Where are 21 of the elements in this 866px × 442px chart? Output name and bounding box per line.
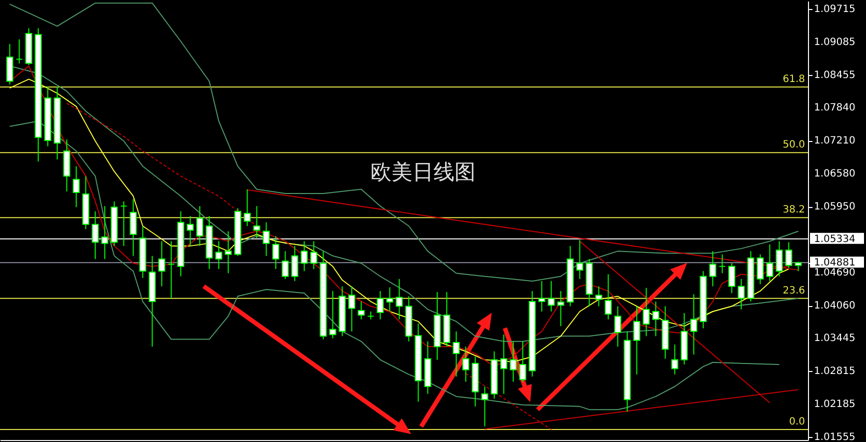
y-tick-label: 1.04881 xyxy=(814,258,856,269)
annotation: 38.2 xyxy=(782,204,805,216)
annotation: 50.0 xyxy=(782,140,805,151)
text: 欧美日线图 xyxy=(370,160,476,184)
annotation: 23.6 xyxy=(782,285,805,296)
y-tick-label: 1.04690 xyxy=(814,268,856,279)
y-tick-label: 1.04060 xyxy=(814,300,856,312)
y-tick-label: 1.02185 xyxy=(814,399,856,410)
y-tick-label: 1.07840 xyxy=(814,102,856,114)
y-tick-label: 1.03445 xyxy=(814,332,856,344)
y-tick-label: 1.06580 xyxy=(814,168,856,180)
y-tick-label: 1.08455 xyxy=(814,70,856,82)
annotation: 61.8 xyxy=(782,74,805,86)
y-tick-label: 1.01555 xyxy=(814,432,856,442)
y-tick-label: 1.07210 xyxy=(814,136,856,147)
y-tick-label: 1.09715 xyxy=(814,4,856,16)
annotation: 0.0 xyxy=(789,416,805,428)
y-tick-label: 1.05950 xyxy=(814,202,856,213)
y-tick-label: 1.09085 xyxy=(814,37,856,48)
y-tick-label: 1.05334 xyxy=(814,234,856,245)
y-tick-label: 1.02815 xyxy=(814,366,856,378)
